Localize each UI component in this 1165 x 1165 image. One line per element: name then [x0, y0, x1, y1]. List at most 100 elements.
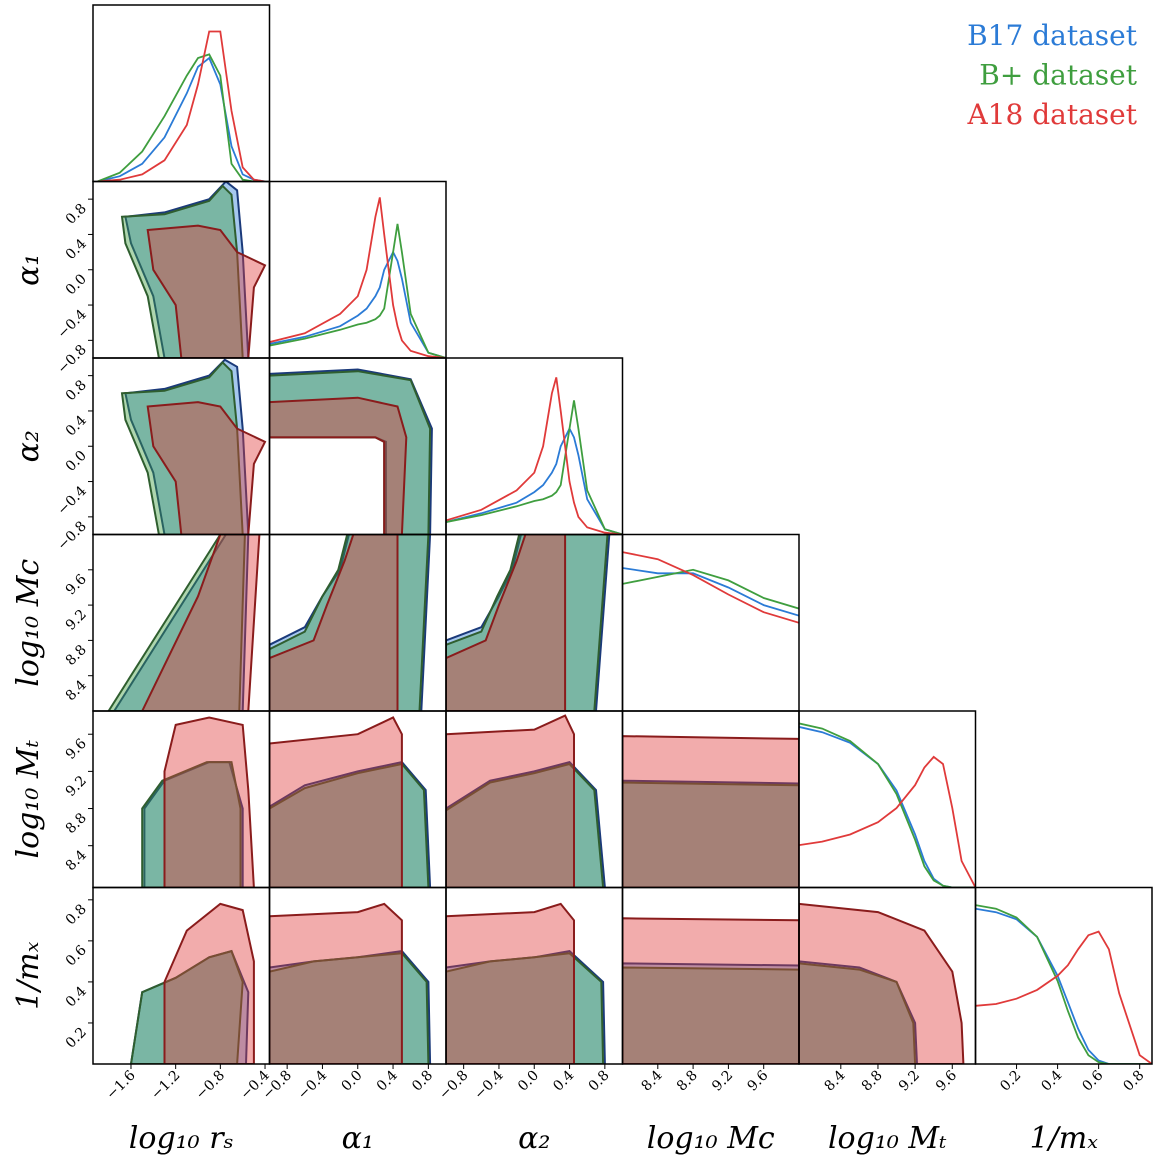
y-tick-label: 0.0: [63, 448, 90, 475]
contour: [113, 534, 250, 711]
legend-entry: B+ dataset: [979, 59, 1137, 92]
density-line: [799, 722, 976, 888]
contour: [269, 534, 399, 711]
contour: [141, 534, 261, 711]
panel: [269, 716, 432, 888]
density-line: [975, 907, 1152, 1064]
x-tick-label: 8.8: [674, 1068, 701, 1095]
y-tick-label: −0.4: [54, 307, 89, 342]
density-line: [975, 930, 1152, 1064]
density-line: [799, 726, 976, 888]
panel: [141, 716, 255, 888]
panel: [269, 902, 432, 1064]
diagonal-panel: [269, 197, 446, 358]
density-line: [975, 904, 1152, 1064]
y-axis-label: log₁₀ Mₜ: [11, 739, 46, 858]
y-tick-label: 0.0: [63, 271, 90, 298]
diagonal-panel: [799, 722, 976, 888]
contour: [269, 762, 430, 888]
y-tick-label: 8.8: [63, 810, 90, 837]
contour: [446, 714, 575, 888]
panel: [269, 368, 433, 535]
density-line: [97, 30, 266, 182]
y-tick-label: 0.6: [63, 942, 90, 969]
contour: [622, 735, 799, 888]
y-tick-label: −0.4: [54, 483, 89, 518]
panel-frame: [974, 886, 1153, 1065]
density-line: [446, 377, 623, 535]
contour: [129, 949, 244, 1064]
contour: [269, 952, 430, 1064]
y-tick-label: 8.4: [63, 847, 90, 874]
panel: [446, 534, 611, 711]
contour: [269, 396, 408, 535]
x-tick-label: 9.2: [709, 1068, 736, 1095]
contour: [446, 760, 606, 888]
panel-frame: [92, 4, 271, 183]
x-tick-label: 0.0: [339, 1068, 366, 1095]
diagonal-panel: [975, 904, 1152, 1064]
contour: [269, 902, 403, 1064]
panel: [269, 534, 432, 711]
density-line: [269, 197, 446, 358]
legend-entry: A18 dataset: [966, 98, 1137, 131]
x-tick-label: 0.8: [409, 1068, 436, 1095]
panel-frame: [798, 710, 977, 889]
contour: [446, 950, 606, 1064]
density-line: [446, 400, 623, 535]
x-tick-label: 9.6: [744, 1067, 771, 1094]
density-line: [97, 56, 266, 182]
x-tick-label: 8.4: [822, 1067, 849, 1094]
y-tick-label: 0.2: [63, 1024, 90, 1051]
contour: [446, 762, 605, 888]
contour: [141, 761, 242, 888]
y-tick-label: 0.4: [63, 236, 90, 263]
x-tick-label: −0.8: [193, 1068, 228, 1103]
y-tick-label: 8.8: [63, 642, 90, 669]
contour: [446, 534, 567, 711]
density-line: [97, 53, 265, 182]
panel: [129, 902, 255, 1064]
contour: [622, 781, 799, 888]
x-tick-label: 0.2: [997, 1068, 1024, 1095]
y-tick-label: −0.8: [54, 342, 89, 377]
contour: [446, 534, 609, 711]
panel-frame: [621, 533, 800, 712]
x-axis-label: α₂: [518, 1121, 550, 1156]
panel: [107, 534, 261, 711]
contour: [269, 534, 430, 711]
x-axis-label: log₁₀ Mc: [647, 1121, 775, 1156]
panel: [446, 714, 606, 888]
contour: [163, 716, 255, 888]
density-line: [622, 567, 799, 617]
contour: [799, 962, 917, 1064]
contour: [163, 902, 255, 1064]
x-tick-label: 0.0: [515, 1068, 542, 1095]
contour: [107, 534, 246, 711]
panel: [120, 181, 267, 358]
y-tick-label: −0.8: [54, 518, 89, 553]
y-tick-label: 0.8: [63, 901, 90, 928]
panel: [120, 358, 267, 535]
panel: [622, 917, 799, 1064]
y-tick-label: 9.2: [63, 607, 90, 634]
density-line: [622, 551, 799, 624]
y-tick-label: 0.8: [63, 201, 90, 228]
diagonal-panel: [622, 551, 799, 624]
x-tick-label: 0.6: [1079, 1067, 1106, 1094]
contour: [622, 779, 799, 888]
contour: [622, 962, 799, 1064]
x-tick-label: −0.4: [295, 1067, 330, 1102]
x-tick-label: −0.8: [436, 1068, 471, 1103]
x-tick-label: 8.8: [859, 1068, 886, 1095]
contour: [124, 181, 250, 358]
legend-entry: B17 dataset: [967, 19, 1138, 52]
panel: [622, 735, 799, 888]
contour: [146, 224, 267, 358]
x-tick-label: 0.4: [374, 1067, 401, 1094]
contour: [269, 716, 403, 888]
y-tick-label: 9.6: [63, 736, 90, 763]
x-axis-label: α₁: [342, 1121, 374, 1156]
x-tick-label: 9.2: [896, 1068, 923, 1095]
contour: [622, 966, 799, 1064]
